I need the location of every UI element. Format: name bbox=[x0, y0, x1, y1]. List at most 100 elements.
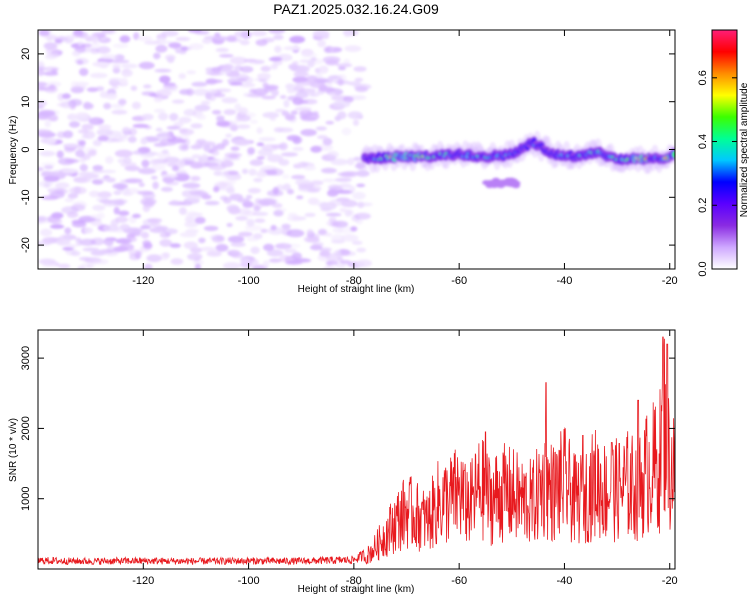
noise-blob bbox=[50, 218, 63, 225]
noise-blob bbox=[143, 242, 153, 249]
noise-blob bbox=[307, 59, 315, 68]
noise-blob bbox=[67, 193, 79, 199]
noise-blob bbox=[270, 64, 278, 70]
noise-blob bbox=[284, 248, 297, 254]
spectrogram-x-tick-label: -60 bbox=[451, 275, 467, 287]
noise-blob bbox=[194, 216, 206, 224]
noise-blob bbox=[92, 169, 105, 174]
noise-blob bbox=[228, 171, 239, 175]
noise-blob bbox=[129, 253, 140, 261]
noise-blob bbox=[287, 188, 294, 195]
colorbar: 0.0 0.2 0.4 0.6 Normalized spectral amplitu… bbox=[697, 29, 750, 277]
noise-blob bbox=[92, 165, 104, 171]
noise-blob bbox=[349, 185, 356, 193]
noise-blob bbox=[351, 240, 363, 245]
noise-blob bbox=[61, 168, 79, 174]
noise-blob bbox=[175, 49, 182, 54]
noise-blob bbox=[186, 88, 195, 96]
noise-blob bbox=[151, 175, 158, 180]
noise-blob bbox=[88, 117, 104, 126]
spectrogram-x-tick-label: -100 bbox=[238, 275, 260, 287]
noise-blob bbox=[144, 40, 161, 45]
noise-blob bbox=[203, 144, 211, 152]
noise-blob bbox=[70, 86, 85, 94]
noise-blob bbox=[138, 61, 155, 70]
noise-blob bbox=[191, 81, 208, 87]
noise-blob bbox=[170, 258, 184, 265]
noise-blob bbox=[62, 93, 71, 100]
noise-blob bbox=[120, 77, 128, 86]
noise-blob bbox=[201, 38, 213, 44]
noise-blob bbox=[281, 223, 291, 230]
noise-blob bbox=[301, 112, 320, 121]
noise-blob bbox=[211, 235, 225, 243]
noise-blob bbox=[90, 72, 108, 79]
noise-blob bbox=[266, 154, 284, 163]
noise-blob bbox=[118, 210, 130, 216]
noise-blob bbox=[215, 47, 229, 53]
noise-blob bbox=[138, 167, 156, 175]
noise-blob bbox=[286, 229, 305, 238]
noise-blob bbox=[43, 66, 60, 72]
noise-blob bbox=[106, 245, 115, 253]
noise-blob bbox=[38, 81, 49, 87]
spectrogram-y-tick-label: 10 bbox=[20, 96, 32, 108]
noise-blob bbox=[41, 171, 58, 177]
noise-blob bbox=[347, 209, 354, 216]
noise-blob bbox=[238, 77, 247, 82]
noise-blob bbox=[169, 243, 181, 248]
snr-y-tick-label: 1000 bbox=[20, 486, 32, 510]
noise-blob bbox=[71, 31, 83, 39]
noise-blob bbox=[341, 127, 352, 136]
noise-blob bbox=[163, 228, 178, 235]
noise-blob bbox=[289, 35, 306, 44]
noise-blob bbox=[325, 212, 342, 217]
noise-blob bbox=[260, 65, 271, 72]
noise-blob bbox=[183, 108, 197, 117]
noise-blob bbox=[356, 247, 367, 253]
noise-blob bbox=[38, 258, 57, 265]
noise-blob bbox=[118, 243, 135, 251]
noise-blob bbox=[306, 228, 314, 236]
noise-blob bbox=[141, 91, 156, 96]
noise-blob bbox=[178, 128, 188, 134]
noise-blob bbox=[214, 36, 230, 41]
noise-blob bbox=[272, 60, 283, 66]
noise-blob bbox=[141, 231, 150, 239]
noise-blob bbox=[147, 218, 163, 223]
noise-blob bbox=[112, 43, 129, 49]
noise-blob bbox=[39, 150, 56, 157]
noise-blob bbox=[258, 137, 276, 142]
noise-blob bbox=[169, 113, 179, 121]
noise-blob bbox=[201, 153, 209, 161]
noise-blob bbox=[114, 134, 129, 139]
colorbar-tick-label: 0.6 bbox=[697, 70, 709, 85]
noise-blob bbox=[229, 81, 243, 86]
noise-blob bbox=[223, 109, 237, 116]
noise-blob bbox=[152, 181, 159, 190]
noise-blob bbox=[167, 56, 175, 63]
noise-blob bbox=[355, 86, 368, 93]
noise-blob bbox=[253, 205, 261, 212]
noise-blob bbox=[273, 34, 284, 40]
noise-blob bbox=[79, 256, 92, 261]
noise-blob bbox=[156, 135, 173, 140]
noise-blob bbox=[55, 182, 70, 189]
noise-blob bbox=[274, 209, 283, 217]
noise-blob bbox=[159, 75, 171, 84]
noise-blob bbox=[327, 189, 339, 197]
noise-blob bbox=[43, 175, 60, 182]
noise-blob bbox=[102, 224, 120, 232]
noise-blob bbox=[203, 225, 219, 232]
noise-blob bbox=[211, 110, 222, 115]
noise-blob bbox=[320, 202, 337, 211]
noise-blob bbox=[194, 263, 201, 269]
noise-blob bbox=[307, 91, 316, 97]
noise-blob bbox=[233, 138, 251, 146]
noise-blob bbox=[74, 237, 82, 242]
noise-blob bbox=[300, 129, 317, 137]
noise-blob bbox=[226, 249, 241, 255]
noise-blob bbox=[204, 200, 220, 206]
noise-blob bbox=[250, 119, 258, 124]
